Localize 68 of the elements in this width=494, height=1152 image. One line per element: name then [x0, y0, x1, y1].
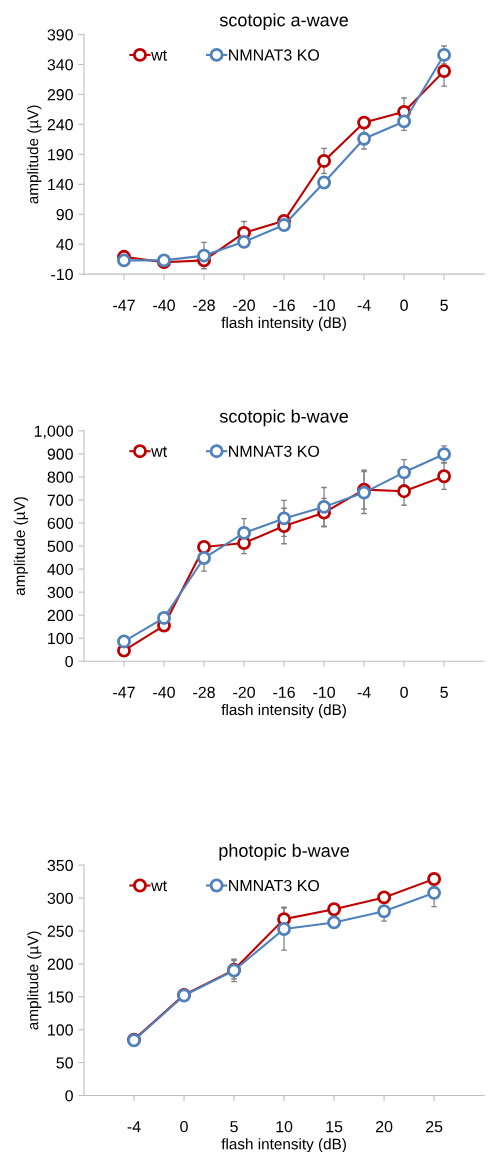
y-tick-label: 40 [56, 238, 73, 251]
y-tick-label: 800 [47, 471, 73, 483]
y-axis-title: amplitude (µV) [27, 931, 42, 1030]
y-tick-label: 0 [65, 1090, 73, 1102]
legend-label: wt [151, 446, 167, 457]
y-tick-label: 700 [47, 494, 73, 506]
y-tick-label: 340 [47, 59, 73, 71]
y-tick-label: 300 [47, 892, 73, 905]
x-tick-label: 5 [440, 686, 448, 698]
chart-title: photopic b-wave [219, 843, 349, 861]
x-tick-label: -4 [127, 1121, 141, 1133]
y-tick-label: 100 [48, 1024, 73, 1036]
y-tick-label: 90 [56, 208, 73, 221]
x-axis-title: flash intensity (dB) [221, 1138, 346, 1152]
x-tick-label: -4 [357, 299, 371, 311]
legend-label: NMNAT3 KO [229, 879, 320, 892]
x-axis-title: flash intensity (dB) [221, 703, 346, 719]
y-tick-label: 1,000 [34, 425, 73, 439]
x-tick-label: -47 [113, 299, 135, 311]
legend-label: NMNAT3 KO [229, 445, 320, 457]
x-tick-label: 25 [426, 1120, 443, 1133]
y-tick-label: 400 [47, 563, 73, 576]
y-axis-title: amplitude (µV) [27, 105, 42, 204]
x-axis-title: flash intensity (dB) [221, 316, 346, 332]
legend-label: wt [151, 50, 167, 61]
y-tick-label: 50 [56, 1057, 73, 1069]
x-tick-label: -28 [193, 299, 215, 311]
x-tick-label: -16 [273, 686, 295, 698]
chart-title: scotopic a-wave [219, 13, 348, 30]
x-tick-label: -47 [113, 686, 135, 698]
y-tick-label: 0 [65, 655, 73, 668]
y-tick-label: 140 [48, 178, 73, 191]
y-tick-label: 350 [47, 859, 73, 872]
y-tick-label: 200 [47, 958, 73, 970]
y-tick-label: 240 [47, 119, 73, 131]
chart-title: scotopic b-wave [219, 409, 348, 427]
x-tick-label: 0 [180, 1120, 188, 1133]
y-tick-label: 600 [47, 517, 73, 529]
legend-label: NMNAT3 KO [229, 49, 320, 61]
y-tick-label: 190 [48, 149, 73, 161]
x-tick-label: -16 [273, 299, 295, 311]
y-tick-label: 250 [47, 925, 73, 937]
y-tick-label: 150 [48, 991, 73, 1003]
y-tick-label: 500 [47, 540, 73, 552]
y-tick-label: 290 [47, 89, 73, 101]
y-tick-label: 200 [47, 609, 73, 622]
x-tick-label: -20 [233, 686, 255, 698]
x-tick-label: -10 [313, 299, 335, 311]
x-tick-label: 0 [400, 686, 408, 698]
x-tick-label: -28 [193, 686, 215, 698]
y-tick-label: 300 [47, 586, 73, 599]
y-axis-title: amplitude (µV) [13, 497, 29, 596]
x-tick-label: -10 [313, 686, 335, 698]
x-tick-label: -40 [153, 686, 175, 698]
x-tick-label: 15 [326, 1121, 343, 1133]
y-tick-label: -10 [51, 268, 73, 281]
y-tick-label: 390 [47, 29, 73, 41]
x-tick-label: 5 [230, 1121, 238, 1133]
x-tick-label: 5 [440, 299, 448, 311]
y-tick-label: 100 [48, 632, 73, 645]
legend-label: wt [151, 880, 167, 892]
x-tick-label: 20 [376, 1120, 393, 1133]
x-tick-label: -40 [153, 299, 175, 311]
x-tick-label: 10 [276, 1120, 293, 1133]
x-tick-label: 0 [400, 299, 408, 311]
x-tick-label: -4 [357, 686, 371, 698]
y-tick-label: 900 [47, 448, 73, 460]
x-tick-label: -20 [233, 299, 255, 311]
